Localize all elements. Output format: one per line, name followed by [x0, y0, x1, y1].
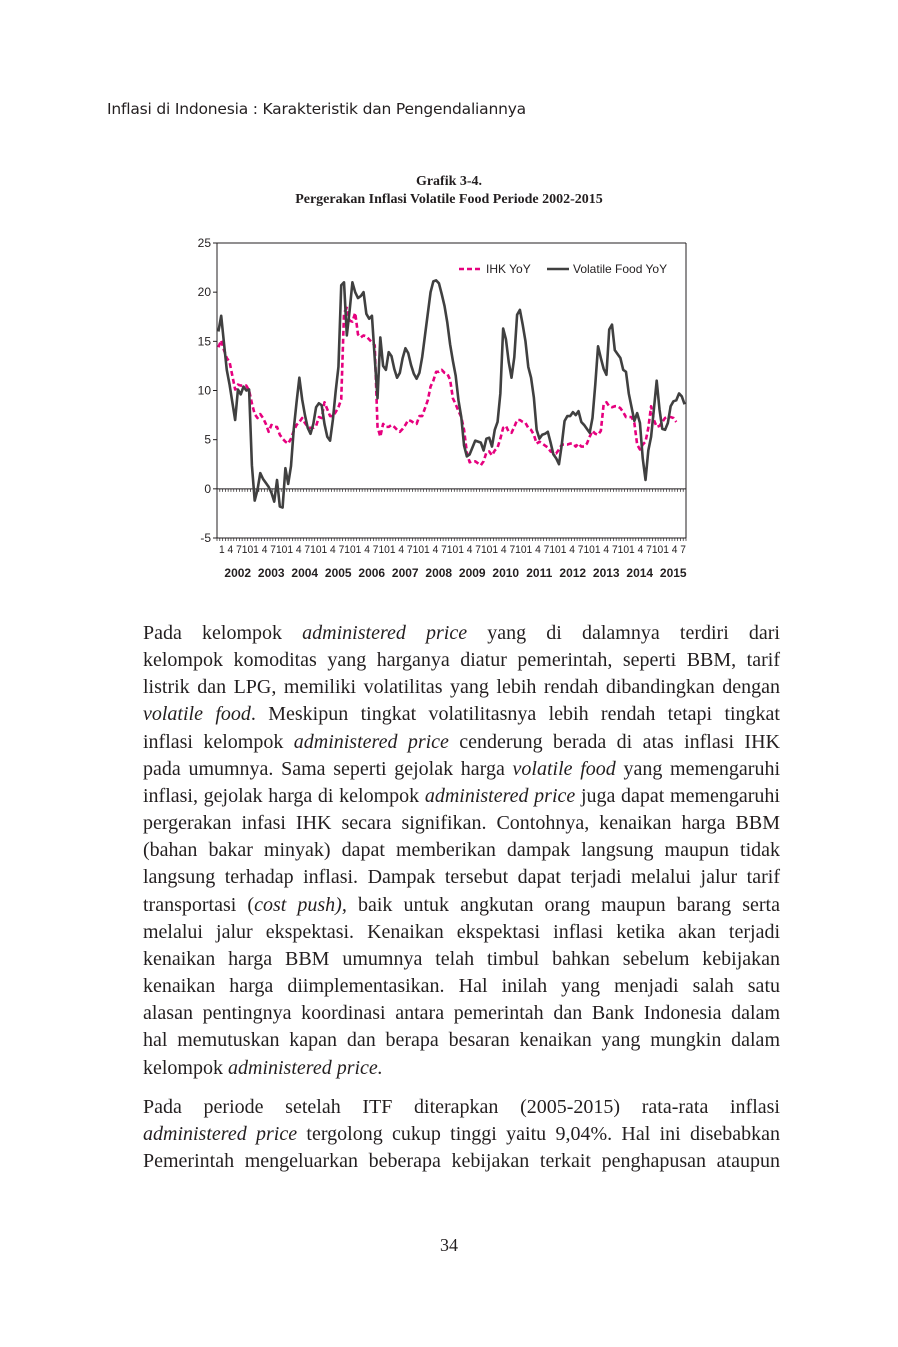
text-line: melalui jalur ekspektasi. Kenaikan ekspe… [107, 919, 780, 946]
text-segment: transportasi ( [143, 893, 255, 916]
x-year-label: 2003 [258, 566, 285, 580]
text-line: pergerakan infasi IHK secara signifikan.… [107, 810, 780, 837]
text-line: pada umumnya. Sama seperti gejolak harga… [107, 756, 780, 783]
text-line: transportasi (cost push), baik untuk ang… [107, 892, 780, 919]
text-line: alasan pentingnya koordinasi antara peme… [107, 1000, 780, 1027]
italic-text: cost push), [254, 893, 347, 916]
line-chart: -5 0 5 10 15 20 25 1 4 7101 4 7101 4 7101 4 710… [198, 236, 687, 580]
text-segment: pergerakan infasi IHK secara signifikan.… [143, 812, 780, 835]
text-line: inflasi kelompok administered price cend… [107, 729, 780, 756]
x-year-label: 2015 [660, 566, 687, 580]
x-year-label: 2013 [593, 566, 620, 580]
page-number: 34 [440, 1235, 458, 1255]
italic-text: administered price [302, 622, 468, 644]
text-segment: kenaikan harga diimplementasikan. Hal in… [143, 975, 780, 998]
text-segment: Pada kelompok [143, 622, 303, 644]
paragraph: Pada kelompok administered price yang di… [107, 620, 780, 1082]
text-line: kenaikan harga diimplementasikan. Hal in… [107, 973, 780, 1000]
x-year-label: 2014 [626, 566, 653, 580]
text-segment: kelompok [143, 1056, 228, 1079]
text-segment: alasan pentingnya koordinasi antara peme… [143, 1002, 780, 1025]
x-year-label: 2005 [325, 566, 352, 580]
text-line: volatile food. Meskipun tingkat volatili… [107, 701, 780, 728]
x-year-label: 2008 [425, 566, 452, 580]
text-line: kenaikan harga BBM umumnya telah timbul … [107, 946, 780, 973]
text-line: Pada periode setelah ITF diterapkan (200… [107, 1094, 780, 1121]
series-line-ihk-yoy [217, 306, 678, 467]
figure-caption: Pergerakan Inflasi Volatile Food Periode… [295, 192, 603, 207]
text-line: administered price tergolong cukup tingg… [107, 1121, 780, 1148]
running-header: Inflasi di Indonesia : Karakteristik dan… [107, 100, 526, 118]
text-segment: Pada periode setelah ITF diterapkan (200… [143, 1095, 780, 1118]
legend-label: Volatile Food YoY [573, 262, 667, 276]
text-segment: kenaikan harga BBM umumnya telah timbul … [143, 947, 780, 970]
italic-text: administered price [143, 1122, 298, 1145]
text-segment: (bahan bakar minyak) dapat memberikan da… [143, 839, 780, 862]
legend-label: IHK YoY [486, 262, 531, 276]
text-segment: listrik dan LPG, memiliki volatilitas ya… [143, 676, 780, 699]
text-line: listrik dan LPG, memiliki volatilitas ya… [107, 674, 780, 701]
text-segment: melalui jalur ekspektasi. Kenaikan ekspe… [143, 920, 780, 943]
x-year-label: 2009 [459, 566, 486, 580]
x-month-tick-labels: 1 4 7101 4 7101 4 7101 4 7101 4 7101 4 7… [219, 544, 686, 556]
x-year-label: 2011 [526, 566, 552, 580]
paragraph: Pada periode setelah ITF diterapkan (200… [107, 1094, 780, 1175]
text-segment: tergolong cukup tinggi yaitu 9,04%. Hal … [297, 1122, 780, 1145]
text-segment: baik untuk angkutan orang maupun barang … [346, 893, 780, 916]
y-tick-label: 10 [198, 384, 212, 398]
y-tick-label: -5 [200, 531, 211, 545]
text-segment: yang memengaruhi [615, 757, 780, 780]
italic-text: administered price. [228, 1056, 383, 1079]
text-line: Pada kelompok administered price yang di… [107, 620, 780, 647]
text-segment: Pemerintah mengeluarkan beberapa kebijak… [143, 1149, 780, 1172]
text-segment: inflasi kelompok [143, 730, 294, 753]
body-text: Pada kelompok administered price yang di… [107, 620, 780, 1187]
text-line: hal memutuskan kapan dan berapa besaran … [107, 1027, 780, 1054]
x-year-label: 2002 [224, 566, 251, 580]
y-tick-label: 15 [198, 334, 212, 348]
italic-text: volatile food [143, 703, 251, 726]
italic-text: administered price [293, 730, 449, 753]
series-line-volatile-food-yoy [217, 279, 686, 509]
x-year-label: 2004 [291, 566, 318, 580]
text-segment: . Meskipun tingkat volatilitasnya lebih … [250, 703, 780, 726]
text-line: inflasi, gejolak harga di kelompok admin… [107, 783, 780, 810]
text-segment: pada umumnya. Sama seperti gejolak harga [143, 757, 513, 780]
text-segment: juga dapat memengaruhi [575, 784, 780, 807]
x-year-label: 2010 [492, 566, 519, 580]
text-line: Pemerintah mengeluarkan beberapa kebijak… [107, 1148, 780, 1175]
x-year-label: 2012 [559, 566, 586, 580]
y-tick-label: 5 [204, 433, 211, 447]
text-segment: kelompok komoditas yang harganya diatur … [143, 649, 780, 672]
text-line: langsung terhadap inflasi. Dampak terseb… [107, 864, 780, 891]
text-line: (bahan bakar minyak) dapat memberikan da… [107, 837, 780, 864]
text-segment: langsung terhadap inflasi. Dampak terseb… [143, 866, 780, 889]
text-segment: hal memutuskan kapan dan berapa besaran … [143, 1029, 780, 1052]
italic-text: volatile food [512, 757, 616, 780]
text-line: kelompok administered price. [107, 1055, 780, 1082]
text-segment: cenderung berada di atas inflasi IHK [448, 730, 780, 753]
y-tick-label: 20 [198, 285, 212, 299]
figure-label: Grafik 3-4. [415, 174, 483, 189]
x-year-label: 2006 [358, 566, 385, 580]
y-tick-label: 0 [204, 482, 211, 496]
text-segment: inflasi, gejolak harga di kelompok [143, 784, 425, 807]
text-line: kelompok komoditas yang harganya diatur … [107, 647, 780, 674]
text-segment: yang di dalamnya terdiri dari [467, 622, 780, 644]
y-tick-label: 25 [198, 236, 212, 250]
x-year-label: 2007 [392, 566, 419, 580]
italic-text: administered price [424, 784, 576, 807]
figure: Grafik 3-4. Pergerakan Inflasi Volatile … [0, 0, 898, 600]
